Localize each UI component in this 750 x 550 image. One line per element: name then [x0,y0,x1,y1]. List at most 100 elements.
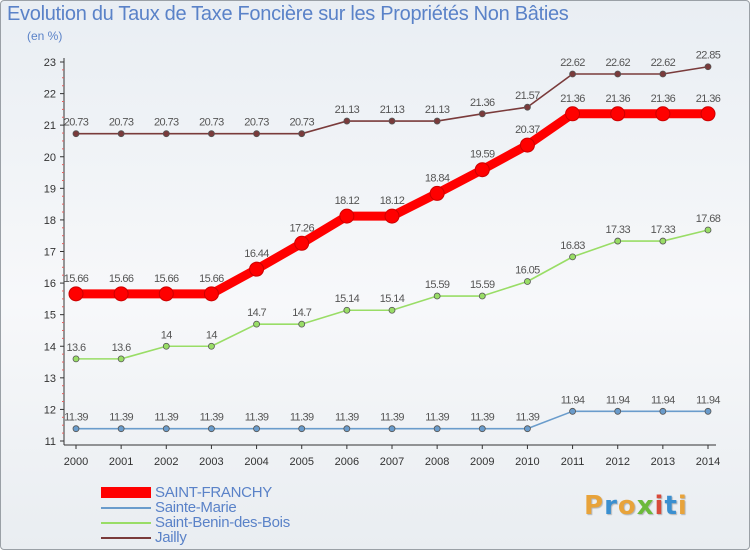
data-label-sainte-marie: 11.39 [425,412,449,424]
legend-swatch-saint-benin-des-bois [101,521,151,524]
data-point-saint-franchy [610,106,626,122]
data-label-saint-benin-des-bois: 15.14 [335,293,360,305]
data-point-sainte-marie [524,425,531,433]
y-tick-label: 20 [44,152,56,164]
data-label-jailly: 21.13 [425,104,450,116]
data-point-jailly [524,103,531,111]
data-label-jailly: 22.62 [605,57,630,69]
data-point-sainte-marie [208,425,215,433]
data-point-saint-benin-des-bois [659,237,667,245]
data-point-saint-benin-des-bois [388,306,396,314]
data-label-jailly: 20.73 [64,117,89,129]
data-point-saint-franchy [249,261,265,277]
x-tick-label: 2008 [425,456,449,468]
data-point-sainte-marie [704,407,712,415]
data-point-sainte-marie [298,425,306,433]
data-label-saint-franchy: 15.66 [64,273,89,285]
data-label-jailly: 21.13 [335,104,360,116]
data-point-sainte-marie [659,407,667,415]
data-label-saint-benin-des-bois: 14 [206,329,218,341]
data-label-saint-benin-des-bois: 13.6 [66,342,85,354]
data-point-saint-benin-des-bois [253,320,260,328]
data-point-saint-franchy [68,286,84,302]
logo-letter: x [636,491,655,521]
data-point-saint-benin-des-bois [298,320,306,328]
data-point-sainte-marie [72,425,80,433]
data-label-saint-benin-des-bois: 17.33 [651,224,676,236]
data-point-saint-benin-des-bois [343,306,351,314]
legend-label-saint-benin-des-bois: Saint-Benin-des-Bois [155,514,290,531]
data-point-saint-franchy [203,286,219,302]
x-tick-label: 2014 [696,456,720,468]
data-point-sainte-marie [253,425,260,433]
x-tick-label: 2010 [515,456,539,468]
data-point-saint-benin-des-bois [208,342,215,350]
x-tick-label: 2009 [470,456,494,468]
x-tick-label: 2000 [64,456,88,468]
data-point-jailly [388,117,396,125]
data-label-saint-franchy: 18.12 [380,195,405,207]
x-tick-label: 2006 [335,456,359,468]
data-point-saint-benin-des-bois [614,237,622,245]
logo-letter: o [617,491,637,521]
x-tick-label: 2004 [244,456,268,468]
data-point-jailly [614,70,622,78]
y-tick-label: 19 [44,183,56,195]
data-label-jailly: 20.73 [244,117,269,129]
data-point-saint-benin-des-bois [162,342,170,350]
data-point-sainte-marie [388,425,396,433]
data-label-jailly: 20.73 [109,117,134,129]
data-point-saint-benin-des-bois [524,278,531,285]
data-point-saint-franchy [474,162,490,178]
y-unit-label: (en %) [27,29,63,43]
legend-item-sainte-marie: Sainte-Marie [101,499,290,516]
y-tick-label: 15 [44,310,56,322]
data-label-saint-benin-des-bois: 16.83 [560,240,585,252]
data-point-saint-franchy [339,208,355,224]
data-point-saint-franchy [384,208,400,224]
data-point-saint-benin-des-bois [704,226,712,234]
data-label-saint-franchy: 21.36 [605,93,630,105]
data-label-saint-benin-des-bois: 14.7 [292,307,311,319]
data-label-sainte-marie: 11.94 [561,394,585,406]
legend-label-sainte-marie: Sainte-Marie [155,499,237,516]
data-label-saint-franchy: 19.59 [470,149,495,161]
data-label-sainte-marie: 11.39 [290,412,314,424]
logo-letter: i [654,491,665,521]
data-label-jailly: 22.62 [651,57,676,69]
data-label-sainte-marie: 11.39 [109,412,133,424]
data-point-saint-franchy [294,235,310,251]
y-tick-label: 21 [44,120,56,132]
data-label-saint-franchy: 17.26 [289,222,314,234]
data-label-sainte-marie: 11.39 [335,412,359,424]
data-point-saint-franchy [113,286,129,302]
data-point-jailly [433,117,441,125]
data-point-sainte-marie [614,407,622,415]
data-label-jailly: 20.73 [289,117,314,129]
y-tick-label: 18 [44,215,56,227]
data-point-sainte-marie [433,425,441,433]
x-tick-label: 2007 [380,456,404,468]
legend-item-jailly: Jailly [101,529,290,546]
data-label-saint-benin-des-bois: 17.33 [605,224,630,236]
data-label-sainte-marie: 11.94 [696,394,720,406]
data-label-saint-franchy: 21.36 [696,93,721,105]
data-label-saint-franchy: 21.36 [560,93,585,105]
data-point-jailly [343,117,351,125]
data-label-saint-benin-des-bois: 15.59 [425,279,450,291]
logo-letter: t [664,491,678,521]
data-point-saint-franchy [655,106,671,122]
data-point-sainte-marie [117,425,125,433]
data-point-jailly [659,70,667,78]
data-label-saint-benin-des-bois: 15.14 [380,293,405,305]
x-tick-label: 2001 [109,456,133,468]
data-label-sainte-marie: 11.39 [516,412,540,424]
data-label-saint-franchy: 15.66 [109,273,134,285]
data-label-saint-franchy: 18.84 [425,172,450,184]
y-tick-label: 22 [44,89,56,101]
data-point-sainte-marie [569,407,576,415]
data-point-jailly [117,130,125,138]
data-label-saint-benin-des-bois: 17.68 [696,213,721,225]
data-label-saint-franchy: 20.37 [515,124,540,136]
legend-label-saint-franchy: SAINT-FRANCHY [155,484,272,501]
